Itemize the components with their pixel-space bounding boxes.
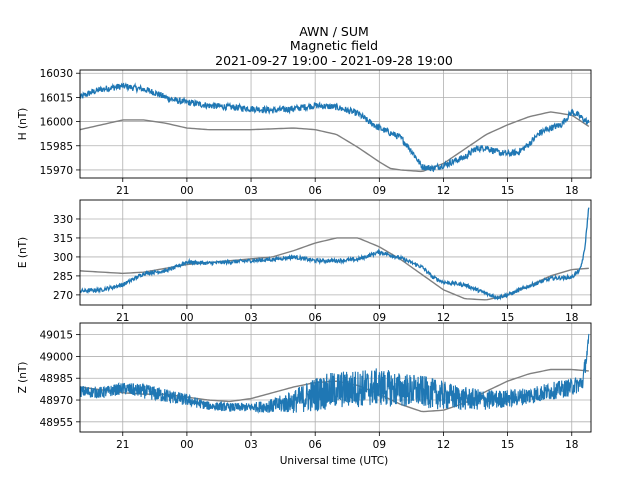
observed-line [80,82,590,173]
x-tick-label: 18 [565,185,578,197]
y-axis-label: Z (nT) [17,362,29,394]
y-axis-label: H (nT) [17,108,29,141]
y-tick-label: 330 [53,214,73,226]
x-tick-label: 00 [180,439,193,451]
y-tick-label: 16000 [40,117,73,129]
x-tick-label: 21 [116,185,129,197]
y-tick-label: 285 [53,271,73,283]
x-tick-label: 00 [180,185,193,197]
y-tick-label: 16030 [40,68,73,80]
title-line-3: 2021-09-27 19:00 - 2021-09-28 19:00 [215,53,453,68]
x-tick-label: 03 [244,185,257,197]
x-tick-label: 21 [116,439,129,451]
y-tick-label: 48985 [40,373,73,385]
x-tick-label: 09 [373,439,386,451]
y-tick-label: 48955 [40,417,73,429]
title-line-2: Magnetic field [290,38,378,53]
axes-frame [79,199,592,306]
x-tick-label: 15 [501,185,514,197]
x-tick-label: 09 [373,185,386,197]
x-tick-label: 06 [309,185,323,197]
x-tick-label: 00 [180,312,193,324]
y-tick-label: 49000 [40,351,73,363]
y-tick-label: 48970 [40,395,73,407]
model-line [80,111,590,173]
panel-e: 21 00 03 06 09 12 15 18 270 285 300 315 330 E (nT) [17,199,592,324]
x-tick-label: 18 [565,312,578,324]
y-axis-label: E (nT) [17,237,29,268]
x-tick-label: 15 [501,312,514,324]
x-tick-label: 18 [565,439,578,451]
x-tick-label: 09 [373,312,386,324]
y-tick-label: 15985 [40,141,73,153]
x-tick-label: 03 [244,439,257,451]
y-tick-label: 49015 [40,330,73,342]
axes-frame [79,69,592,179]
title-line-1: AWN / SUM [299,24,369,39]
x-tick-label: 21 [116,312,129,324]
x-axis-label: Universal time (UTC) [280,455,388,467]
panel-z: 21 00 03 06 09 12 15 18 48955 48970 48985 49000 4901… [17,322,592,451]
panel-h: 21 00 03 06 09 12 15 18 15970 15985 16000 16015 1603… [17,68,592,197]
series-group [80,333,590,414]
x-tick-label: 06 [309,439,323,451]
y-tick-label: 300 [53,252,73,264]
x-tick-label: 12 [437,185,450,197]
observed-line [80,207,590,301]
x-tick-label: 15 [501,439,514,451]
model-line [80,237,589,301]
x-tick-label: 03 [244,312,257,324]
y-tick-label: 270 [53,290,73,302]
observed-line [80,333,590,414]
figure-title: AWN / SUM Magnetic field 2021-09-27 19:0… [215,24,453,68]
y-tick-label: 315 [53,233,73,245]
x-tick-label: 12 [437,312,450,324]
series-group [80,207,590,301]
y-tick-label: 15970 [40,165,73,177]
axes-frame [79,322,592,433]
x-tick-label: 06 [309,312,323,324]
y-tick-label: 16015 [40,92,73,104]
x-tick-label: 12 [437,439,450,451]
series-group [80,82,590,173]
